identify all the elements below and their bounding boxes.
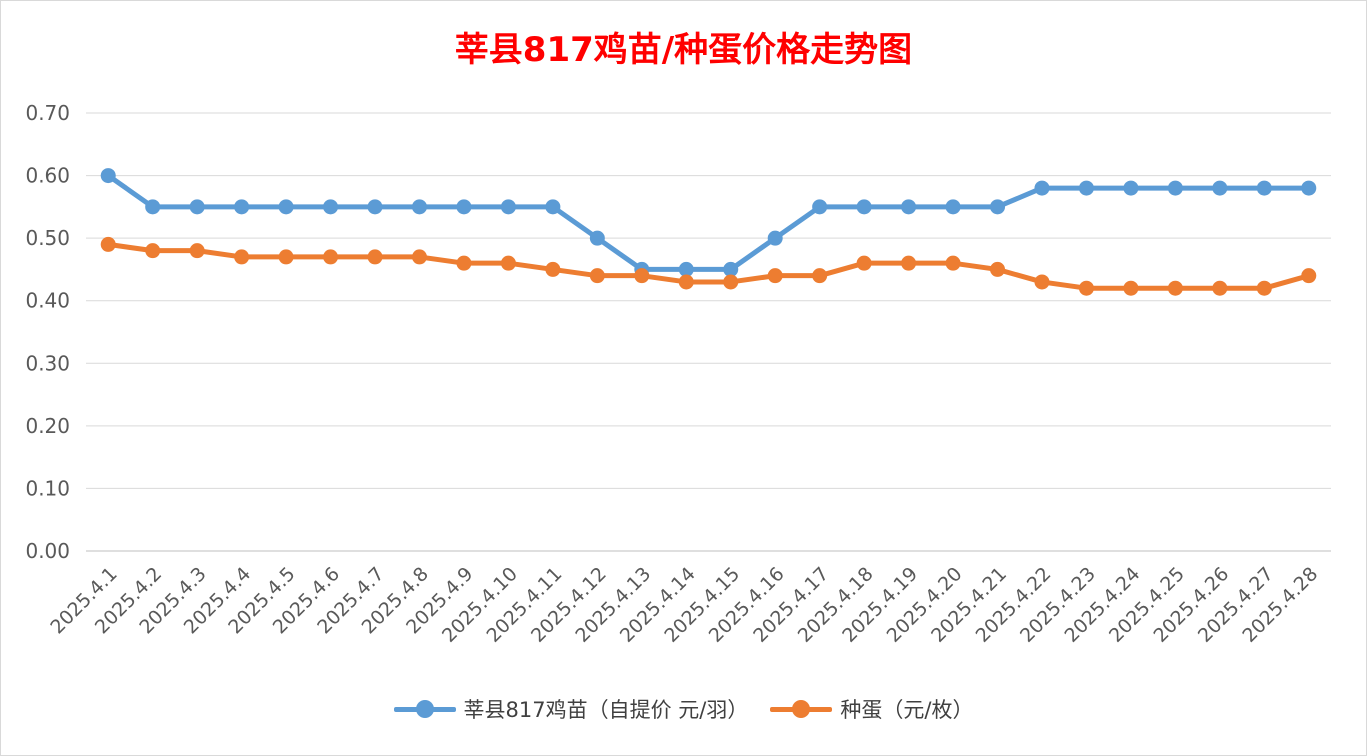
data-point-s0 bbox=[1034, 180, 1050, 196]
data-point-s0 bbox=[323, 199, 339, 215]
y-tick-label: 0.50 bbox=[25, 226, 70, 250]
data-point-s1 bbox=[1212, 280, 1228, 296]
y-tick-label: 0.60 bbox=[25, 164, 70, 188]
data-point-s0 bbox=[278, 199, 294, 215]
data-point-s1 bbox=[1167, 280, 1183, 296]
chart-legend: 莘县817鸡苗（自提价 元/羽） 种蛋（元/枚） bbox=[0, 694, 1367, 724]
data-point-s0 bbox=[990, 199, 1006, 215]
y-tick-label: 0.10 bbox=[25, 476, 70, 500]
legend-label-egg: 种蛋（元/枚） bbox=[840, 698, 974, 722]
data-point-s0 bbox=[500, 199, 516, 215]
data-point-s1 bbox=[189, 243, 205, 259]
data-point-s0 bbox=[545, 199, 561, 215]
data-point-s1 bbox=[545, 261, 561, 277]
legend-label-chick: 莘县817鸡苗（自提价 元/羽） bbox=[463, 698, 749, 722]
data-point-s0 bbox=[1078, 180, 1094, 196]
chart-title: 莘县817鸡苗/种蛋价格走势图 bbox=[454, 30, 913, 70]
data-point-s0 bbox=[945, 199, 961, 215]
data-point-s1 bbox=[1078, 280, 1094, 296]
data-point-s1 bbox=[945, 255, 961, 271]
data-point-s1 bbox=[1256, 280, 1272, 296]
series-line-1 bbox=[105, 241, 1312, 291]
series-line-0 bbox=[105, 173, 1312, 272]
data-point-s1 bbox=[1301, 268, 1317, 284]
data-point-s1 bbox=[1123, 280, 1139, 296]
data-point-s0 bbox=[767, 230, 783, 246]
data-point-s1 bbox=[812, 268, 828, 284]
data-point-s1 bbox=[323, 249, 339, 265]
data-point-s0 bbox=[1256, 180, 1272, 196]
data-point-s1 bbox=[634, 268, 650, 284]
data-point-s0 bbox=[1212, 180, 1228, 196]
data-point-s1 bbox=[500, 255, 516, 271]
data-point-s1 bbox=[145, 243, 161, 259]
data-point-s1 bbox=[411, 249, 427, 265]
data-point-s0 bbox=[1167, 180, 1183, 196]
data-point-s0 bbox=[589, 230, 605, 246]
data-point-s0 bbox=[901, 199, 917, 215]
data-point-s1 bbox=[589, 268, 605, 284]
data-point-s1 bbox=[456, 255, 472, 271]
data-point-s1 bbox=[100, 236, 116, 252]
data-point-s1 bbox=[234, 249, 250, 265]
data-point-s1 bbox=[723, 274, 739, 290]
y-tick-label: 0.30 bbox=[25, 351, 70, 375]
data-point-s0 bbox=[723, 261, 739, 277]
data-point-s1 bbox=[901, 255, 917, 271]
y-tick-label: 0.20 bbox=[25, 414, 70, 438]
data-point-s0 bbox=[856, 199, 872, 215]
data-point-s1 bbox=[856, 255, 872, 271]
data-point-s0 bbox=[456, 199, 472, 215]
legend-swatch-egg bbox=[770, 698, 833, 720]
data-point-s0 bbox=[367, 199, 383, 215]
data-point-s0 bbox=[812, 199, 828, 215]
data-point-s1 bbox=[367, 249, 383, 265]
y-tick-label: 0.70 bbox=[25, 101, 70, 125]
data-point-s0 bbox=[189, 199, 205, 215]
data-point-s1 bbox=[678, 274, 694, 290]
y-tick-label: 0.00 bbox=[25, 539, 70, 563]
data-point-s0 bbox=[678, 261, 694, 277]
data-point-s1 bbox=[767, 268, 783, 284]
data-point-s0 bbox=[411, 199, 427, 215]
data-point-s1 bbox=[278, 249, 294, 265]
data-point-s0 bbox=[1123, 180, 1139, 196]
data-point-s0 bbox=[1301, 180, 1317, 196]
data-point-s1 bbox=[990, 261, 1006, 277]
legend-swatch-chick bbox=[393, 698, 456, 720]
legend-item-egg: 种蛋（元/枚） bbox=[770, 694, 973, 724]
data-point-s0 bbox=[234, 199, 250, 215]
legend-item-chick: 莘县817鸡苗（自提价 元/羽） bbox=[393, 694, 749, 724]
y-tick-label: 0.40 bbox=[25, 289, 70, 313]
data-point-s0 bbox=[145, 199, 161, 215]
data-point-s0 bbox=[100, 168, 116, 184]
data-point-s1 bbox=[1034, 274, 1050, 290]
